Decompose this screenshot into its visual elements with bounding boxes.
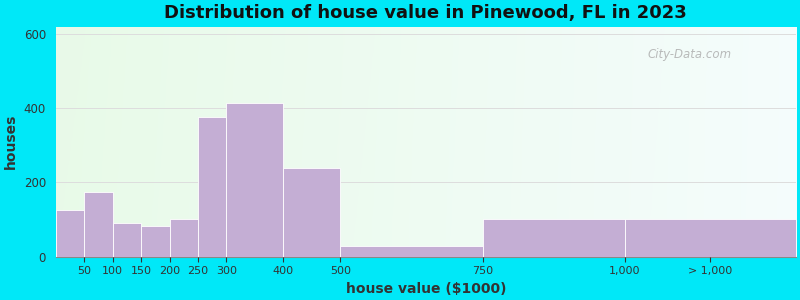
Bar — [84, 192, 113, 256]
Bar — [56, 210, 84, 256]
Bar — [340, 246, 482, 256]
Bar — [226, 103, 283, 256]
Title: Distribution of house value in Pinewood, FL in 2023: Distribution of house value in Pinewood,… — [164, 4, 687, 22]
Bar — [482, 219, 625, 256]
Bar — [141, 226, 170, 256]
Bar — [170, 219, 198, 256]
Bar — [283, 167, 340, 256]
Text: City-Data.com: City-Data.com — [648, 48, 732, 61]
Bar — [198, 117, 226, 256]
Y-axis label: houses: houses — [4, 114, 18, 169]
X-axis label: house value ($1000): house value ($1000) — [346, 282, 506, 296]
Bar — [113, 223, 141, 256]
Bar — [625, 219, 796, 256]
